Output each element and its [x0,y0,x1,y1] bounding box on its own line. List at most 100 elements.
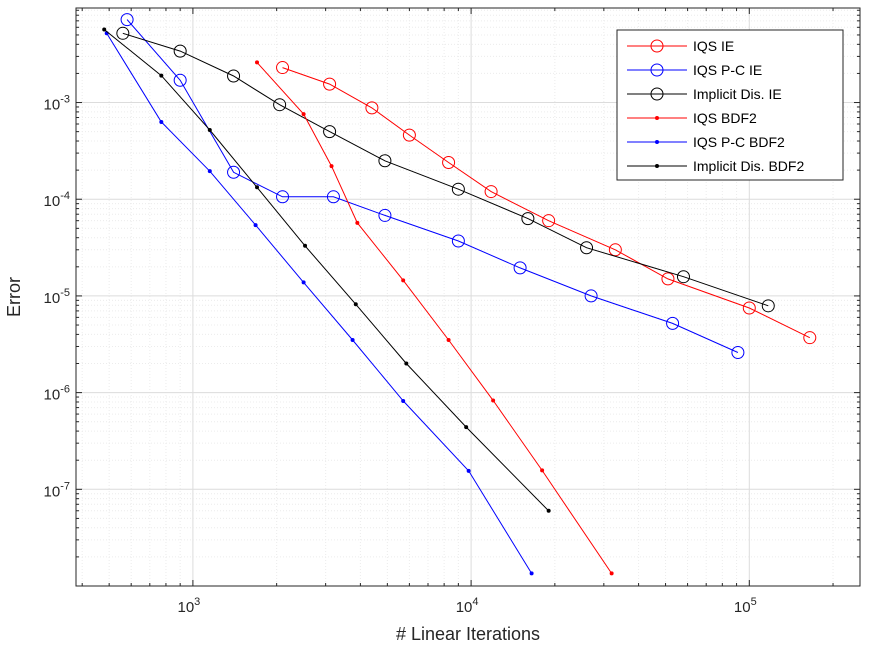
y-tick-label: 10-7 [44,480,70,500]
legend-label: IQS P-C IE [693,62,762,78]
series-line [282,67,811,339]
data-point [466,468,471,473]
data-point [350,338,355,343]
series-layer [102,13,817,576]
data-point [378,208,392,222]
x-tick-label: 105 [734,596,757,616]
axis-ticks [76,8,860,587]
x-axis-label: # Linear Iterations [396,624,540,644]
data-point [120,13,134,27]
data-point [761,299,775,313]
data-point [404,361,409,366]
data-point [273,98,287,112]
legend-item: IQS P-C BDF2 [627,134,785,150]
data-point [608,243,622,257]
data-point [207,127,212,132]
data-point [159,73,164,78]
data-point [253,223,258,228]
data-point [542,214,556,228]
data-point [484,185,498,199]
data-point [580,241,594,255]
y-tick-label: 10-6 [44,384,70,404]
legend-item: IQS BDF2 [627,110,757,126]
data-point [529,571,534,576]
series-line [126,19,739,353]
data-point [464,425,469,430]
legend-marker [655,164,659,168]
data-point [255,60,260,65]
data-point [401,398,406,403]
data-point [609,571,614,576]
series-3 [255,60,614,576]
legend: IQS IE IQS P-C IE Implicit Dis. IE IQS BDF2… [616,29,844,181]
data-point [803,331,817,345]
legend-marker [650,39,664,53]
data-point [451,234,465,248]
legend-marker [650,87,664,101]
data-point [378,154,392,168]
legend-marker [655,116,659,120]
data-point [442,155,456,169]
data-point [540,468,545,473]
y-axis-label: Error [4,277,24,317]
data-point [173,73,187,87]
legend-label: IQS IE [693,38,734,54]
data-point [353,302,358,307]
series-5 [102,27,551,513]
data-point [227,69,241,83]
data-point [301,280,306,285]
series-1 [120,13,745,359]
data-point [323,125,337,139]
legend-item: IQS P-C IE [627,62,762,78]
series-line [106,33,533,574]
data-point [116,26,130,40]
legend-item: Implicit Dis. BDF2 [627,158,804,174]
data-point [446,338,451,343]
data-point [521,212,535,226]
series-0 [276,61,817,345]
data-point [491,398,496,403]
data-point [102,27,107,32]
data-point [402,128,416,142]
data-point [255,185,260,190]
legend-box [616,29,844,181]
series-4 [104,31,534,576]
data-point [159,119,164,124]
y-tick-label: 10-4 [44,190,70,210]
y-tick-label: 10-5 [44,287,70,307]
data-point [326,190,340,204]
series-2 [116,26,775,313]
legend-label: IQS P-C BDF2 [693,134,785,150]
data-point [365,101,379,115]
legend-item: IQS IE [627,38,734,54]
data-point [451,182,465,196]
data-point [355,220,360,225]
data-point [301,112,306,117]
data-point [173,44,187,58]
series-line [256,62,613,574]
legend-label: IQS BDF2 [693,110,757,126]
data-point [207,169,212,174]
data-point [401,278,406,283]
data-point [731,345,745,359]
data-point [329,164,334,169]
data-point [276,190,290,204]
data-point [323,77,337,91]
legend-label: Implicit Dis. IE [693,86,782,102]
data-point [676,270,690,284]
x-tick-label: 103 [177,596,200,616]
data-point [666,316,680,330]
series-line [103,29,549,512]
x-tick-label: 104 [456,596,479,616]
data-point [546,508,551,513]
data-point [276,61,290,75]
legend-marker [655,140,659,144]
data-point [584,289,598,303]
data-point [742,301,756,315]
tick-labels: 103 104 105 10-3 10-4 10-5 10-6 10-7 [44,94,757,616]
legend-label: Implicit Dis. BDF2 [693,158,804,174]
data-point [661,272,675,286]
plot-frame [75,7,861,587]
legend-marker [650,63,664,77]
